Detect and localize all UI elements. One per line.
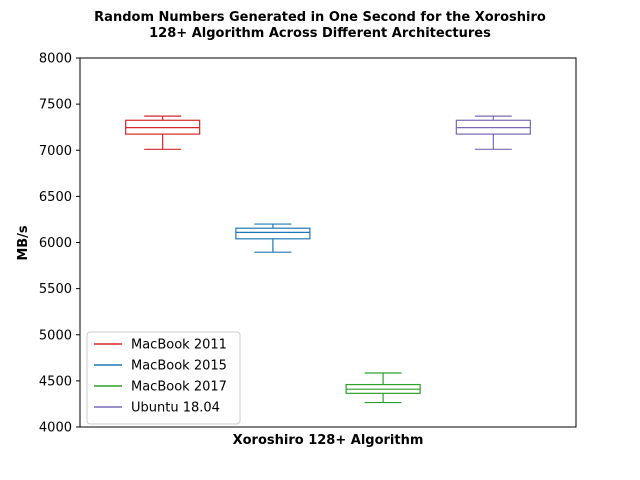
y-tick-label: 5000 [39, 328, 72, 343]
legend-item: MacBook 2011 [94, 338, 227, 353]
legend-label: MacBook 2017 [131, 380, 227, 395]
box-iqr [235, 227, 311, 240]
y-axis: 4000 4500 5000 5500 6000 6500 7000 7500 8000 [39, 52, 80, 436]
y-tick-label: 7000 [39, 144, 72, 159]
legend-item: Ubuntu 18.04 [94, 401, 220, 416]
legend-label: MacBook 2015 [131, 359, 227, 374]
y-tick-label: 4000 [39, 421, 72, 436]
x-axis-label: Xoroshiro 128+ Algorithm [233, 433, 424, 448]
y-tick-label: 8000 [39, 52, 72, 67]
y-tick-label: 7500 [39, 98, 72, 113]
box-macbook-2017 [345, 372, 421, 404]
y-axis-label: MB/s [16, 225, 31, 261]
legend-item: MacBook 2015 [94, 359, 227, 374]
y-tick-label: 6500 [39, 190, 72, 205]
legend-label: Ubuntu 18.04 [131, 401, 220, 416]
y-tick-label: 4500 [39, 374, 72, 389]
chart-title-line: Random Numbers Generated in One Second f… [94, 10, 546, 25]
legend-item: MacBook 2017 [94, 380, 227, 395]
chart-title: Random Numbers Generated in One Second f… [94, 10, 546, 41]
legend: MacBook 2011 MacBook 2015 MacBook 2017 Ubun… [86, 331, 241, 425]
box-macbook-2011 [125, 115, 201, 150]
box-ubuntu-18-04 [455, 115, 531, 150]
y-tick-label: 5500 [39, 282, 72, 297]
box-series [125, 115, 531, 404]
legend-label: MacBook 2011 [131, 338, 227, 353]
y-tick-label: 6000 [39, 236, 72, 251]
legend-box [86, 331, 241, 425]
box-macbook-2015 [235, 223, 311, 253]
chart-title-line: 128+ Algorithm Across Different Architec… [149, 26, 491, 41]
